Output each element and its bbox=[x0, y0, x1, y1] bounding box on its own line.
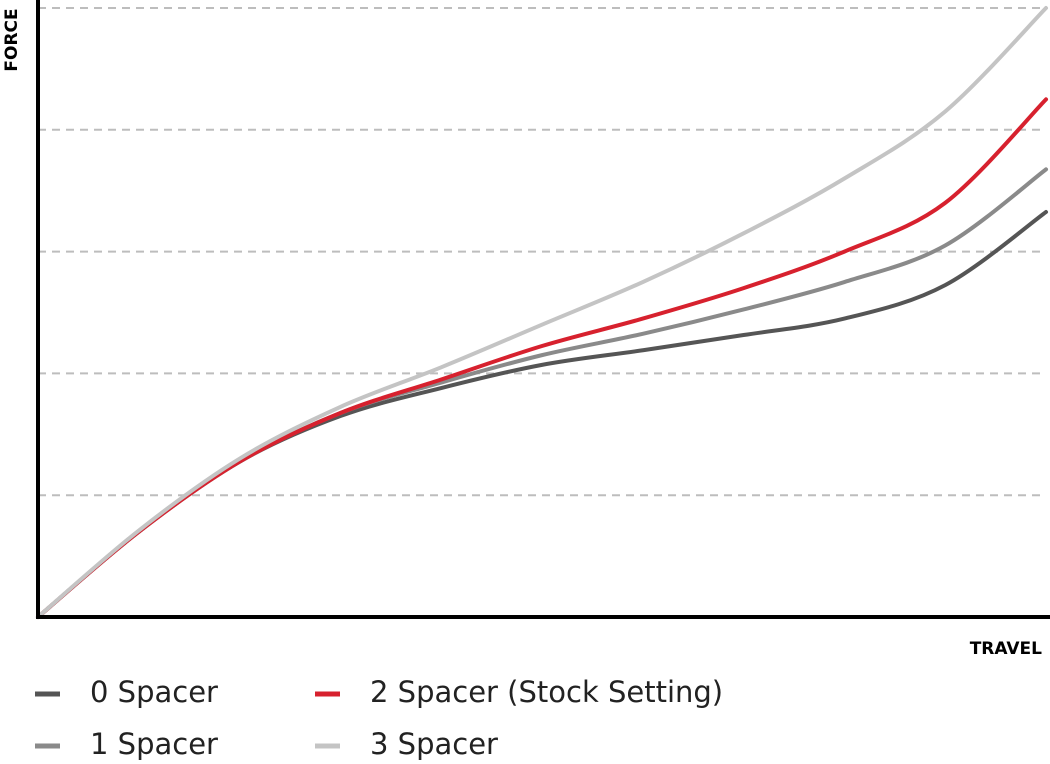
legend-label: 1 Spacer bbox=[90, 727, 218, 761]
series-line bbox=[36, 6, 1048, 619]
series-line bbox=[36, 210, 1048, 619]
series-line bbox=[36, 97, 1048, 619]
x-axis-label: TRAVEL bbox=[970, 639, 1042, 659]
legend-label: 0 Spacer bbox=[90, 675, 218, 709]
series-line bbox=[36, 167, 1048, 619]
legend-label: 3 Spacer bbox=[370, 727, 498, 761]
y-axis-label: FORCE bbox=[2, 8, 22, 71]
legend-label: 2 Spacer (Stock Setting) bbox=[370, 675, 723, 709]
